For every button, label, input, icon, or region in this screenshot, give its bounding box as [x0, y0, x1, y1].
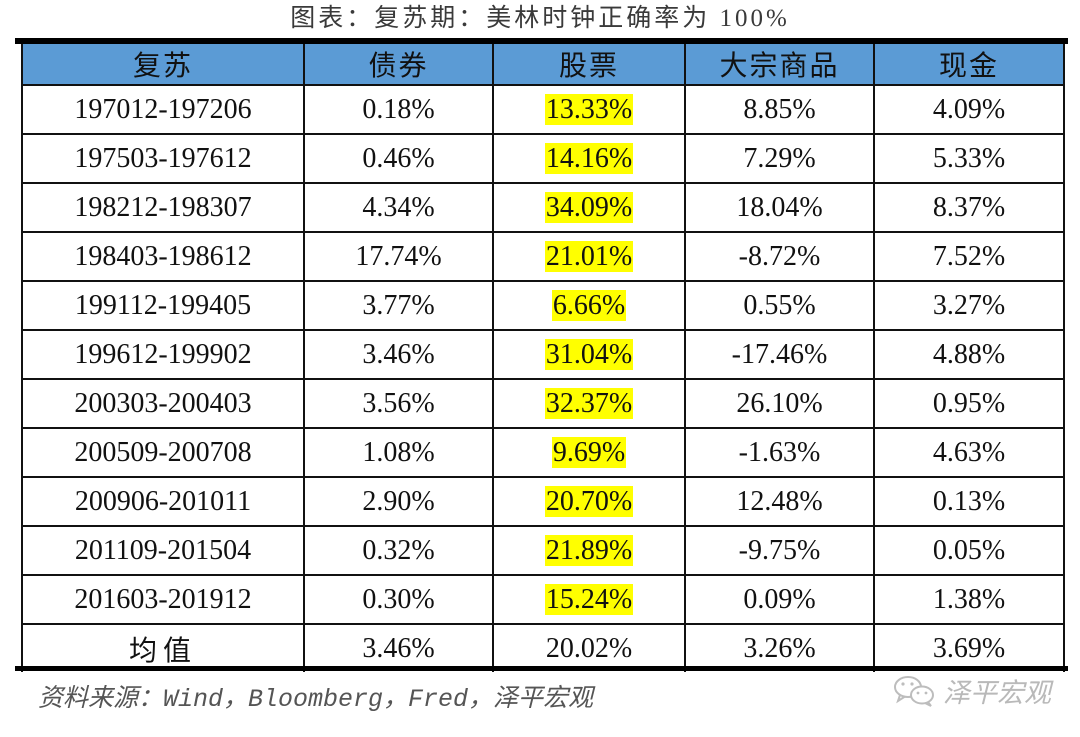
cell-bonds: 0.30% — [303, 574, 494, 625]
watermark-text: 泽平宏观 — [943, 678, 1051, 709]
highlighted-value: 13.33% — [544, 93, 634, 125]
cell-period: 200509-200708 — [21, 427, 305, 478]
average-commodities: 3.26% — [684, 623, 875, 672]
cell-stocks: 31.04% — [492, 329, 686, 380]
cell-commodities: 12.48% — [684, 476, 875, 527]
cell-stocks: 21.01% — [492, 231, 686, 282]
cell-stocks: 20.70% — [492, 476, 686, 527]
column-header-bonds: 债券 — [303, 44, 494, 86]
highlighted-value: 21.89% — [544, 534, 634, 566]
cell-cash: 8.37% — [873, 182, 1065, 233]
cell-cash: 4.88% — [873, 329, 1065, 380]
highlighted-value: 31.04% — [544, 338, 634, 370]
table-row: 200509-200708 1.08% 9.69% -1.63% 4.63% — [21, 427, 1065, 478]
cell-cash: 0.95% — [873, 378, 1065, 429]
cell-cash: 1.38% — [873, 574, 1065, 625]
wechat-icon — [893, 674, 937, 708]
column-header-cash: 现金 — [873, 44, 1065, 86]
cell-period: 199112-199405 — [21, 280, 305, 331]
average-stocks: 20.02% — [492, 623, 686, 672]
column-header-stocks: 股票 — [492, 44, 686, 86]
cell-stocks: 15.24% — [492, 574, 686, 625]
average-label: 均值 — [21, 623, 305, 672]
cell-commodities: 0.09% — [684, 574, 875, 625]
table-row: 201109-201504 0.32% 21.89% -9.75% 0.05% — [21, 525, 1065, 576]
cell-bonds: 3.46% — [303, 329, 494, 380]
cell-commodities: 0.55% — [684, 280, 875, 331]
table-row: 197503-197612 0.46% 14.16% 7.29% 5.33% — [21, 133, 1065, 184]
cell-commodities: -9.75% — [684, 525, 875, 576]
cell-stocks: 9.69% — [492, 427, 686, 478]
cell-period: 198212-198307 — [21, 182, 305, 233]
cell-commodities: 8.85% — [684, 84, 875, 135]
cell-cash: 0.13% — [873, 476, 1065, 527]
cell-bonds: 4.34% — [303, 182, 494, 233]
table-header-row: 复苏 债券 股票 大宗商品 现金 — [21, 44, 1065, 86]
highlighted-value: 15.24% — [544, 583, 634, 615]
cell-stocks: 34.09% — [492, 182, 686, 233]
cell-bonds: 3.56% — [303, 378, 494, 429]
cell-cash: 0.05% — [873, 525, 1065, 576]
cell-commodities: -1.63% — [684, 427, 875, 478]
table-row: 200303-200403 3.56% 32.37% 26.10% 0.95% — [21, 378, 1065, 429]
source-note: 资料来源：Wind，Bloomberg，Fred，泽平宏观 — [38, 685, 594, 714]
cell-stocks: 6.66% — [492, 280, 686, 331]
highlighted-value: 14.16% — [544, 142, 634, 174]
cell-period: 197503-197612 — [21, 133, 305, 184]
table-top-rule — [15, 38, 1068, 44]
highlighted-value: 20.70% — [544, 485, 634, 517]
highlighted-value: 21.01% — [544, 240, 634, 272]
cell-cash: 4.09% — [873, 84, 1065, 135]
data-table: 复苏 债券 股票 大宗商品 现金 197012-197206 0.18% 13.… — [21, 44, 1065, 672]
table-row: 201603-201912 0.30% 15.24% 0.09% 1.38% — [21, 574, 1065, 625]
table-row: 199612-199902 3.46% 31.04% -17.46% 4.88% — [21, 329, 1065, 380]
column-header-commodities: 大宗商品 — [684, 44, 875, 86]
average-bonds: 3.46% — [303, 623, 494, 672]
cell-period: 199612-199902 — [21, 329, 305, 380]
cell-bonds: 0.18% — [303, 84, 494, 135]
average-cash: 3.69% — [873, 623, 1065, 672]
cell-period: 200906-201011 — [21, 476, 305, 527]
cell-bonds: 17.74% — [303, 231, 494, 282]
average-row: 均值 3.46% 20.02% 3.26% 3.69% — [21, 623, 1065, 672]
cell-stocks: 32.37% — [492, 378, 686, 429]
cell-bonds: 3.77% — [303, 280, 494, 331]
highlighted-value: 9.69% — [551, 436, 627, 468]
cell-period: 198403-198612 — [21, 231, 305, 282]
cell-commodities: -8.72% — [684, 231, 875, 282]
table-row: 198403-198612 17.74% 21.01% -8.72% 7.52% — [21, 231, 1065, 282]
column-header-period: 复苏 — [21, 44, 305, 86]
cell-commodities: 26.10% — [684, 378, 875, 429]
highlighted-value: 34.09% — [544, 191, 634, 223]
cell-commodities: -17.46% — [684, 329, 875, 380]
page-title: 图表：复苏期：美林时钟正确率为 100% — [290, 5, 790, 32]
cell-cash: 7.52% — [873, 231, 1065, 282]
cell-period: 197012-197206 — [21, 84, 305, 135]
cell-bonds: 2.90% — [303, 476, 494, 527]
cell-cash: 4.63% — [873, 427, 1065, 478]
cell-bonds: 0.46% — [303, 133, 494, 184]
highlighted-value: 32.37% — [544, 387, 634, 419]
cell-period: 201109-201504 — [21, 525, 305, 576]
watermark: 泽平宏观 — [893, 671, 1051, 710]
cell-period: 200303-200403 — [21, 378, 305, 429]
cell-stocks: 14.16% — [492, 133, 686, 184]
cell-commodities: 7.29% — [684, 133, 875, 184]
cell-cash: 3.27% — [873, 280, 1065, 331]
cell-bonds: 1.08% — [303, 427, 494, 478]
table-row: 197012-197206 0.18% 13.33% 8.85% 4.09% — [21, 84, 1065, 135]
table-row: 199112-199405 3.77% 6.66% 0.55% 3.27% — [21, 280, 1065, 331]
highlighted-value: 6.66% — [551, 289, 627, 321]
table-row: 200906-201011 2.90% 20.70% 12.48% 0.13% — [21, 476, 1065, 527]
cell-stocks: 21.89% — [492, 525, 686, 576]
cell-stocks: 13.33% — [492, 84, 686, 135]
cell-bonds: 0.32% — [303, 525, 494, 576]
cell-period: 201603-201912 — [21, 574, 305, 625]
table-bottom-rule — [15, 666, 1068, 671]
cell-cash: 5.33% — [873, 133, 1065, 184]
cell-commodities: 18.04% — [684, 182, 875, 233]
table-row: 198212-198307 4.34% 34.09% 18.04% 8.37% — [21, 182, 1065, 233]
